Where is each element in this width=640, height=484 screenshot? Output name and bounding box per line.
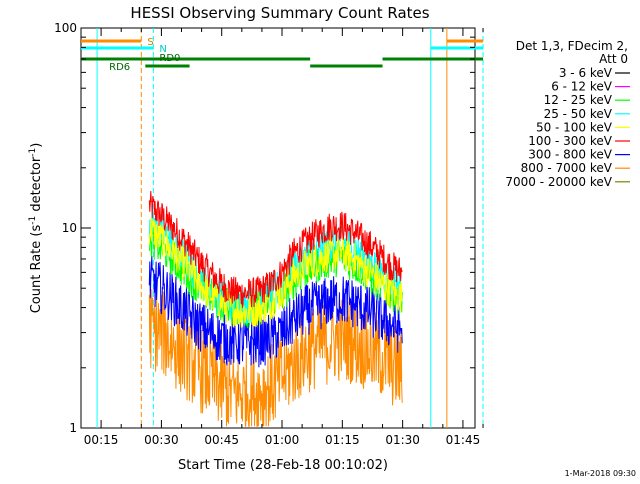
timestamp-label: 1-Mar-2018 09:30 bbox=[565, 469, 636, 478]
legend-header-1: Det 1,3, FDecim 2, bbox=[516, 39, 628, 53]
legend-entry-label: 800 - 7000 keV bbox=[521, 161, 613, 175]
x-axis: 00:15 00:30 00:45 01:00 01:15 01:30 01:45 bbox=[84, 28, 484, 447]
y-tick-label: 100 bbox=[54, 21, 77, 35]
series-line bbox=[148, 217, 403, 329]
legend-header-2: Att 0 bbox=[599, 52, 628, 66]
y-axis-label: Count Rate (s-1 detector-1) bbox=[28, 143, 44, 314]
s-label: S bbox=[147, 37, 153, 48]
legend-entry-label: 25 - 50 keV bbox=[544, 107, 613, 121]
rd6-label: RD6 bbox=[109, 62, 130, 73]
x-tick-label: 00:15 bbox=[84, 433, 119, 447]
y-tick-label: 10 bbox=[62, 221, 77, 235]
x-axis-label: Start Time (28-Feb-18 00:10:02) bbox=[178, 458, 388, 473]
series-300-800-kev bbox=[148, 255, 403, 368]
series-50-100-kev bbox=[148, 217, 403, 329]
n-label: N bbox=[159, 44, 166, 55]
series-100-300-kev bbox=[148, 190, 403, 308]
x-tick-label: 01:30 bbox=[385, 433, 420, 447]
rd0-label: RD0 bbox=[159, 53, 180, 64]
series-line bbox=[148, 190, 403, 308]
x-tick-label: 01:00 bbox=[265, 433, 300, 447]
legend-entry-label: 300 - 800 keV bbox=[528, 148, 612, 162]
y-axis: 1 10 100 bbox=[54, 21, 475, 435]
legend-entry-label: 7000 - 20000 keV bbox=[505, 175, 612, 189]
legend-entry-label: 100 - 300 keV bbox=[528, 134, 612, 148]
legend-entry-label: 50 - 100 keV bbox=[536, 120, 613, 134]
chart-title: HESSI Observing Summary Count Rates bbox=[130, 4, 429, 22]
y-tick-label: 1 bbox=[69, 421, 77, 435]
x-tick-label: 00:45 bbox=[204, 433, 239, 447]
legend-entry-label: 6 - 12 keV bbox=[551, 80, 613, 94]
legend-entry-label: 12 - 25 keV bbox=[544, 93, 613, 107]
x-tick-label: 01:45 bbox=[446, 433, 481, 447]
x-tick-label: 00:30 bbox=[144, 433, 179, 447]
series-line bbox=[148, 255, 403, 368]
x-tick-label: 01:15 bbox=[325, 433, 360, 447]
legend-entry-label: 3 - 6 keV bbox=[559, 66, 613, 80]
